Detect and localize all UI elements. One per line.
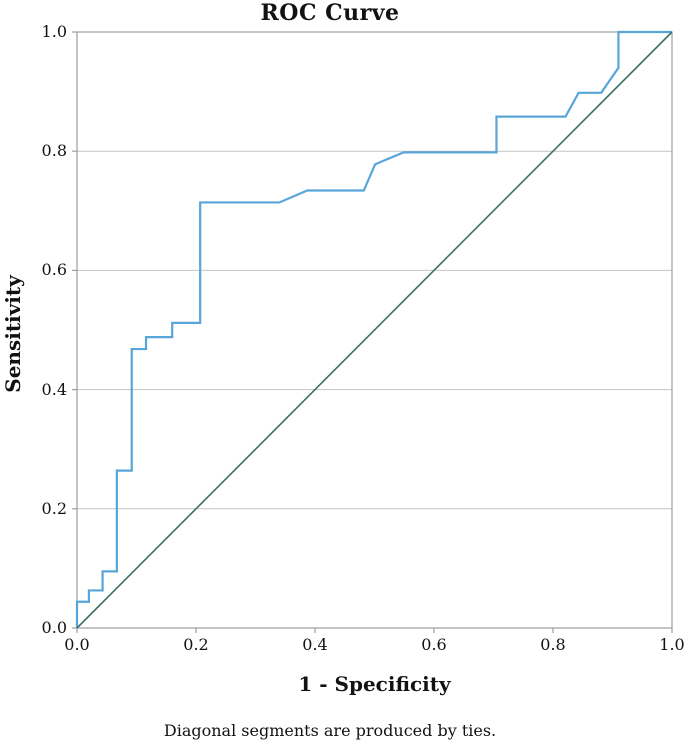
y-axis-title: Sensitivity (1, 275, 25, 393)
chart-title: ROC Curve (260, 0, 400, 26)
x-tick-label-0.4: 0.4 (302, 635, 328, 654)
y-tick-label-0.8: 0.8 (41, 141, 67, 161)
x-tick-label-1.0: 1.0 (659, 635, 685, 654)
x-tick-label-0.2: 0.2 (183, 635, 209, 654)
chart-footnote: Diagonal segments are produced by ties. (163, 721, 497, 740)
x-axis-title: 1 - Specificity (298, 672, 451, 696)
y-tick-label-0.6: 0.6 (41, 260, 67, 280)
y-tick-label-0.2: 0.2 (41, 498, 67, 518)
x-tick-label-0.8: 0.8 (540, 635, 566, 654)
y-tick-label-0.4: 0.4 (41, 379, 67, 399)
roc-curve-line (75, 30, 672, 628)
reference-diagonal-line (76, 31, 673, 629)
y-tick-label-0.0: 0.0 (41, 618, 67, 637)
x-tick-label-0.6: 0.6 (421, 635, 447, 654)
y-tick-label-1.0: 1.0 (41, 22, 67, 41)
x-tick-label-0.0: 0.0 (64, 635, 90, 654)
plot-border (76, 31, 673, 629)
